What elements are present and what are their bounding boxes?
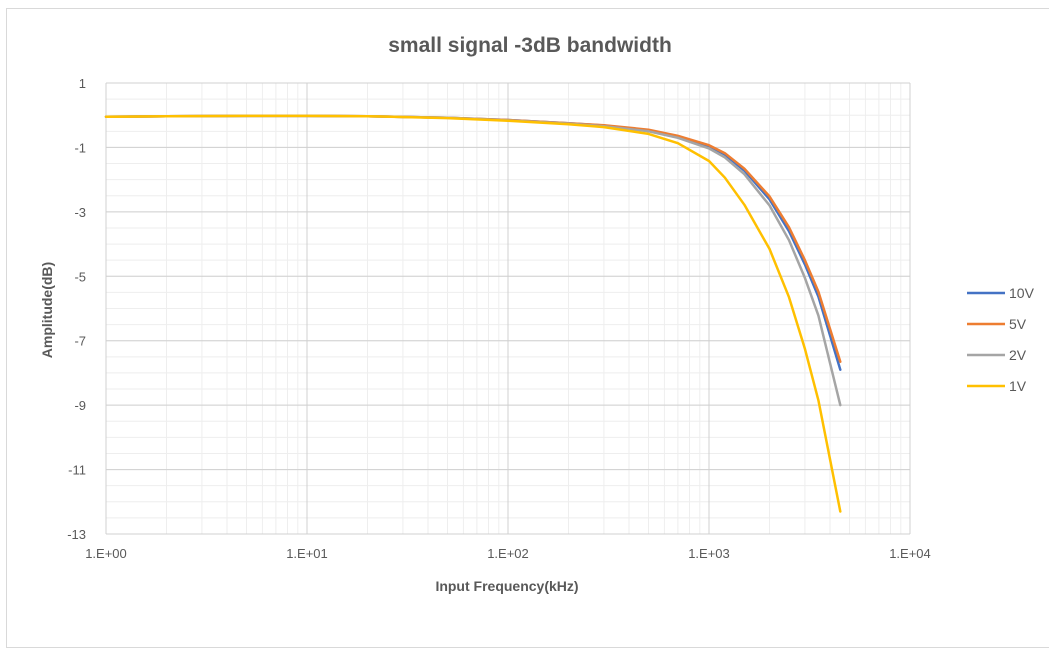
y-axis-label: Amplitude(dB): [39, 262, 55, 358]
legend-label-2V: 2V: [1009, 347, 1027, 363]
y-tick-label: -13: [67, 527, 86, 542]
chart-title: small signal -3dB bandwidth: [388, 34, 672, 57]
series-line-10V: [106, 116, 840, 370]
y-tick-label: -11: [68, 463, 86, 478]
x-tick-label: 1.E+03: [688, 546, 730, 561]
legend-label-1V: 1V: [1009, 378, 1027, 394]
series-line-1V: [106, 116, 840, 512]
x-tick-label: 1.E+04: [889, 546, 931, 561]
y-tick-label: -1: [74, 140, 86, 155]
x-tick-label: 1.E+02: [487, 546, 529, 561]
line-chart: 1.E+00 1.E+01 1.E+02 1.E+03 1.E+04 1 -1 -3 -5 -7…: [0, 0, 1049, 617]
legend-label-5V: 5V: [1009, 316, 1027, 332]
legend-label-10V: 10V: [1009, 285, 1035, 301]
y-tick-labels: 1 -1 -3 -5 -7 -9 -11 -13: [67, 76, 86, 542]
legend: 10V 5V 2V 1V: [967, 285, 1035, 394]
y-tick-label: -7: [74, 334, 86, 349]
y-tick-label: -9: [74, 398, 86, 413]
y-tick-label: -5: [74, 269, 86, 284]
x-tick-label: 1.E+00: [85, 546, 127, 561]
x-tick-labels: 1.E+00 1.E+01 1.E+02 1.E+03 1.E+04: [85, 546, 931, 561]
chart-area: 1.E+00 1.E+01 1.E+02 1.E+03 1.E+04 1 -1 -3 -5 -7…: [0, 0, 1049, 617]
y-tick-label: -3: [74, 205, 86, 220]
y-tick-label: 1: [79, 76, 86, 91]
x-axis-label: Input Frequency(kHz): [435, 578, 578, 594]
series-layer: [106, 116, 840, 512]
x-tick-label: 1.E+01: [286, 546, 328, 561]
